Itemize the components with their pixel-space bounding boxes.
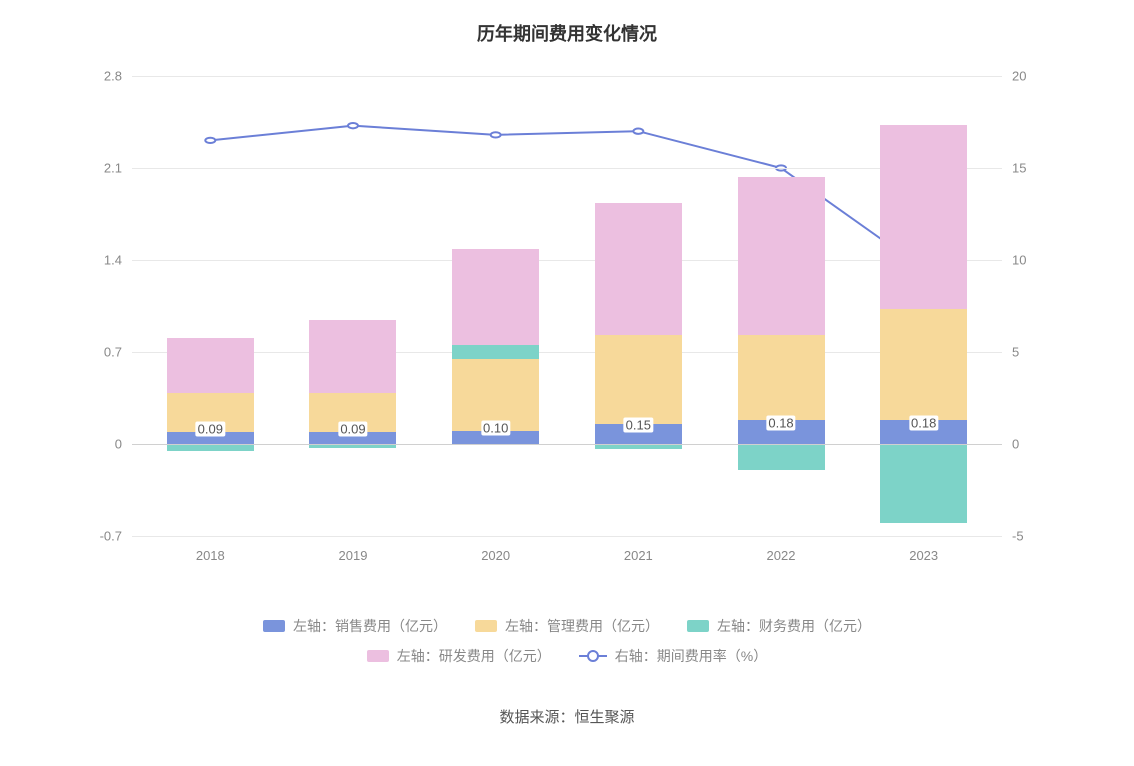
bar-group: 0.18 [738, 76, 825, 536]
data-source-label: 数据来源：恒生聚源 [40, 706, 1094, 727]
grid-line [132, 536, 1002, 537]
chart-plot-area: -0.700.71.42.12.8 -505101520 0.090.090.1… [132, 76, 1002, 536]
bar-value-label: 0.18 [766, 415, 795, 430]
y-right-tick: -5 [1012, 530, 1042, 543]
legend-label: 左轴：销售费用（亿元） [293, 616, 447, 636]
bar-group: 0.10 [452, 76, 539, 536]
legend-item-finance[interactable]: 左轴：财务费用（亿元） [687, 616, 871, 636]
bar-seg-rnd [880, 125, 967, 309]
bar-seg-rnd [595, 203, 682, 334]
bar-seg-admin [880, 309, 967, 421]
x-tick-label: 2020 [481, 548, 510, 563]
y-left-tick: 0.7 [82, 346, 122, 359]
bar-seg-rnd [738, 177, 825, 335]
y-left-tick: 0 [82, 438, 122, 451]
y-left-tick: 2.1 [82, 162, 122, 175]
y-right-tick: 20 [1012, 70, 1042, 83]
x-tick-label: 2019 [339, 548, 368, 563]
y-right-tick: 15 [1012, 162, 1042, 175]
y-right-tick: 10 [1012, 254, 1042, 267]
zero-line [132, 444, 1002, 445]
legend-label: 左轴：管理费用（亿元） [505, 616, 659, 636]
bar-seg-finance [738, 444, 825, 470]
chart-title: 历年期间费用变化情况 [40, 20, 1094, 46]
y-right-tick: 0 [1012, 438, 1042, 451]
bar-value-label: 0.10 [481, 421, 510, 436]
plot: 0.09 0.09 0.10 0.15 0.18 0.18 [132, 76, 1002, 536]
legend-swatch [687, 620, 709, 632]
legend-swatch [263, 620, 285, 632]
grid-line [132, 76, 1002, 77]
grid-line [132, 260, 1002, 261]
legend: 左轴：销售费用（亿元） 左轴：管理费用（亿元） 左轴：财务费用（亿元） 左轴：研发费用… [40, 616, 1094, 666]
bar-seg-admin [738, 335, 825, 420]
bar-seg-rnd [167, 338, 254, 393]
legend-label: 左轴：研发费用（亿元） [397, 646, 551, 666]
legend-label: 左轴：财务费用（亿元） [717, 616, 871, 636]
bar-seg-rnd [452, 249, 539, 345]
grid-line [132, 168, 1002, 169]
legend-label: 右轴：期间费用率（%） [615, 646, 767, 666]
bar-seg-admin [595, 335, 682, 424]
y-left-tick: 1.4 [82, 254, 122, 267]
bar-group: 0.09 [309, 76, 396, 536]
bar-seg-rnd [309, 320, 396, 392]
bar-seg-finance [452, 345, 539, 358]
x-tick-label: 2022 [767, 548, 796, 563]
bar-seg-finance [880, 444, 967, 523]
bar-value-label: 0.09 [196, 421, 225, 436]
legend-row: 左轴：研发费用（亿元） 右轴：期间费用率（%） [40, 646, 1094, 666]
chart-container: 历年期间费用变化情况 -0.700.71.42.12.8 -505101520 … [0, 0, 1134, 757]
y-right-tick: 5 [1012, 346, 1042, 359]
bar-group: 0.15 [595, 76, 682, 536]
bar-value-label: 0.09 [338, 421, 367, 436]
y-axis-left: -0.700.71.42.12.8 [82, 76, 122, 536]
bar-value-label: 0.18 [909, 415, 938, 430]
bar-value-label: 0.15 [624, 417, 653, 432]
legend-line-icon [579, 650, 607, 662]
bar-group: 0.09 [167, 76, 254, 536]
legend-item-admin[interactable]: 左轴：管理费用（亿元） [475, 616, 659, 636]
grid-line [132, 352, 1002, 353]
legend-swatch [367, 650, 389, 662]
legend-row: 左轴：销售费用（亿元） 左轴：管理费用（亿元） 左轴：财务费用（亿元） [40, 616, 1094, 636]
y-axis-right: -505101520 [1012, 76, 1042, 536]
legend-swatch [475, 620, 497, 632]
legend-item-sales[interactable]: 左轴：销售费用（亿元） [263, 616, 447, 636]
legend-item-rnd[interactable]: 左轴：研发费用（亿元） [367, 646, 551, 666]
bar-group: 0.18 [880, 76, 967, 536]
y-left-tick: -0.7 [82, 530, 122, 543]
y-left-tick: 2.8 [82, 70, 122, 83]
x-tick-label: 2021 [624, 548, 653, 563]
line-series-layer [132, 76, 1002, 536]
x-tick-label: 2018 [196, 548, 225, 563]
x-tick-label: 2023 [909, 548, 938, 563]
legend-item-rate[interactable]: 右轴：期间费用率（%） [579, 646, 767, 666]
